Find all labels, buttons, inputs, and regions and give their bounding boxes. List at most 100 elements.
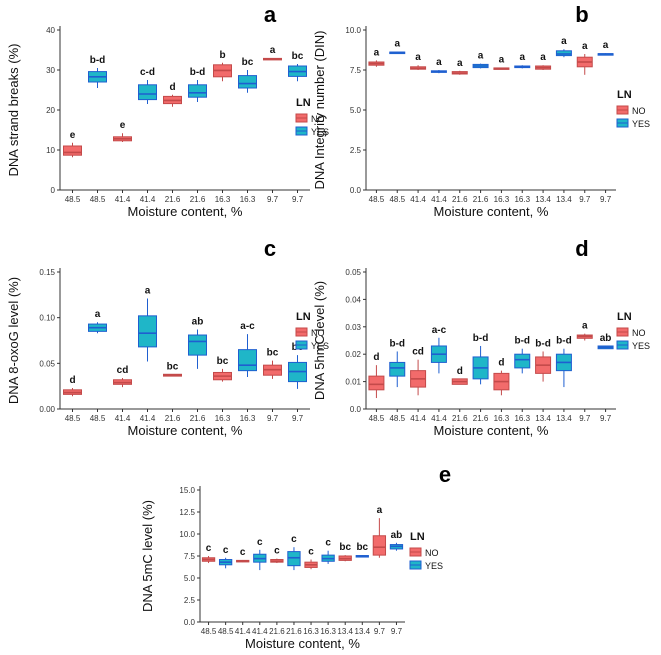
box-no (163, 373, 182, 377)
y-tick-label: 2.5 (350, 146, 362, 155)
x-tick-label: 16.3 (215, 195, 231, 204)
significance-letter: ab (600, 333, 612, 344)
legend-label-yes: YES (311, 341, 329, 351)
x-tick-label: 13.4 (556, 414, 572, 423)
box-no (113, 377, 132, 388)
x-tick-label: 41.4 (410, 414, 426, 423)
y-tick-label: 5.0 (184, 574, 196, 583)
significance-letter: a (95, 309, 101, 320)
panel-label: b (575, 2, 588, 27)
x-tick-label: 9.7 (600, 414, 612, 423)
x-axis-title: Moisture content, % (128, 423, 243, 438)
box-no (163, 94, 182, 107)
box-no (236, 559, 250, 563)
x-tick-label: 9.7 (267, 414, 279, 423)
box-yes (514, 348, 531, 374)
box-yes (218, 557, 233, 569)
box-no (372, 518, 387, 558)
box-no (368, 365, 385, 399)
box-no (263, 57, 282, 61)
panel-label: e (439, 462, 451, 487)
panel-label: d (575, 236, 588, 261)
x-tick-label: 48.5 (65, 195, 81, 204)
significance-letter: a (499, 55, 505, 66)
significance-letter: a (540, 52, 546, 63)
significance-letter: a (582, 41, 588, 52)
x-tick-label: 13.4 (556, 195, 572, 204)
box-yes (430, 70, 447, 74)
x-tick-label: 9.7 (267, 195, 279, 204)
box-body (138, 84, 157, 101)
y-tick-label: 2.5 (184, 596, 196, 605)
x-tick-label: 41.4 (115, 414, 131, 423)
y-tick-label: 10.0 (345, 26, 361, 35)
y-tick-label: 5.0 (350, 106, 362, 115)
x-axis-title: Moisture content, % (434, 423, 549, 438)
significance-letter: bc (217, 356, 229, 367)
y-tick-label: 0.05 (39, 359, 55, 368)
panel-b: 0.0 2.5 5.0 7.5 10.0 48.5 48.5 41.4 41.4 21.6 21.6… (312, 2, 650, 219)
significance-letter: b (219, 50, 225, 61)
x-tick-label: 41.4 (140, 195, 156, 204)
significance-letter: a (270, 45, 276, 56)
x-tick-label: 16.3 (240, 414, 256, 423)
box-yes (288, 64, 307, 82)
x-tick-label: 21.6 (165, 414, 181, 423)
box-body (372, 535, 387, 556)
box-yes (389, 542, 404, 551)
box-yes (430, 337, 447, 374)
significance-letter: b-d (389, 338, 405, 349)
x-tick-label: 41.4 (431, 414, 447, 423)
x-tick-label: 13.4 (337, 627, 353, 636)
box-no (263, 360, 282, 379)
x-tick-label: 48.5 (65, 414, 81, 423)
x-axis-title: Moisture content, % (434, 204, 549, 219)
box-yes (389, 51, 406, 55)
legend-label-no: NO (632, 106, 646, 116)
x-tick-label: 21.6 (269, 627, 285, 636)
box-body (368, 375, 385, 391)
box-no (410, 65, 427, 70)
x-tick-label: 48.5 (90, 195, 106, 204)
significance-letter: bc (356, 542, 368, 553)
y-tick-label: 0.04 (345, 295, 361, 304)
y-tick-label: 10 (46, 146, 55, 155)
y-axis-title: DNA 8-oxoG level (%) (6, 277, 21, 404)
box-body (238, 349, 257, 372)
box-yes (389, 351, 406, 388)
box-no (576, 54, 593, 75)
x-tick-label: 41.4 (140, 414, 156, 423)
box-no (493, 67, 510, 70)
x-tick-label: 16.3 (494, 414, 510, 423)
box-yes (138, 298, 157, 362)
box-yes (472, 63, 489, 69)
significance-letter: a (457, 58, 463, 69)
significance-letter: d (498, 358, 504, 369)
box-no (213, 62, 232, 82)
box-yes (472, 345, 489, 385)
legend-label-yes: YES (425, 561, 443, 571)
x-tick-label: 48.5 (389, 195, 405, 204)
legend-label-no: NO (311, 114, 325, 124)
legend-title: LN (617, 311, 632, 323)
y-tick-label: 20 (46, 106, 55, 115)
x-tick-label: 9.7 (391, 627, 403, 636)
significance-letter: c (240, 547, 246, 558)
significance-letter: c (206, 543, 212, 554)
y-tick-label: 0.0 (350, 405, 362, 414)
box-no (576, 333, 593, 341)
x-tick-label: 9.7 (292, 195, 304, 204)
box-body (555, 50, 572, 57)
significance-letter: ab (192, 317, 204, 328)
significance-letter: b-d (514, 336, 530, 347)
y-axis-title: DNA 5hmC level (%) (312, 281, 327, 400)
legend-label-yes: YES (311, 127, 329, 137)
box-body (188, 334, 207, 356)
significance-letter: a (561, 36, 567, 47)
x-tick-label: 21.6 (190, 414, 206, 423)
legend-title: LN (296, 97, 311, 109)
